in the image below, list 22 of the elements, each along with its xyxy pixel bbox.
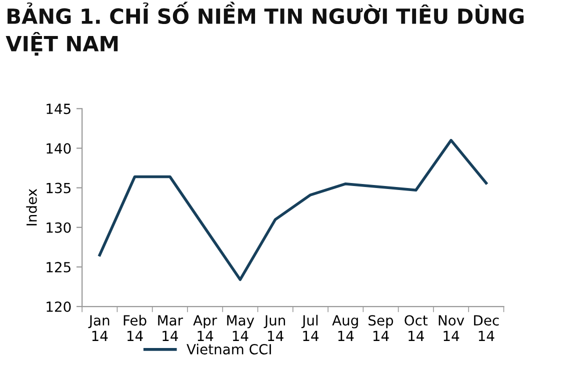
chart-title: BẢNG 1. CHỈ SỐ NIỀM TIN NGƯỜI TIÊU DÙNG VIỆT NAM [6, 2, 524, 56]
x-tick-label: Sep 14 [368, 315, 394, 341]
x-tick-label: Dec 14 [474, 315, 499, 341]
y-tick-label: 120 [46, 301, 71, 312]
x-tick-label: Jan 14 [88, 315, 110, 341]
x-tick-label: May 14 [227, 315, 254, 341]
x-tick-label: Apr 14 [193, 315, 218, 341]
x-tick-label: Feb 14 [124, 314, 146, 341]
legend-label: Vietnam CCI [186, 344, 271, 354]
y-tick-label: 130 [46, 222, 71, 233]
y-axis-title: Index [26, 188, 37, 226]
x-tick-label: Jun 14 [264, 315, 286, 341]
y-tick-label: 145 [46, 104, 70, 114]
y-tick-label: 140 [46, 143, 71, 154]
line-series [98, 138, 488, 281]
y-tick-label: 125 [46, 262, 70, 272]
x-tick-label: Jul 14 [301, 314, 319, 341]
x-tick-label: Mar 14 [158, 315, 184, 341]
y-tick-label: 135 [46, 182, 70, 194]
x-tick-label: Oct 14 [404, 315, 428, 341]
x-tick-label: Aug 14 [332, 315, 358, 341]
x-tick-label: Nov 14 [438, 315, 464, 341]
